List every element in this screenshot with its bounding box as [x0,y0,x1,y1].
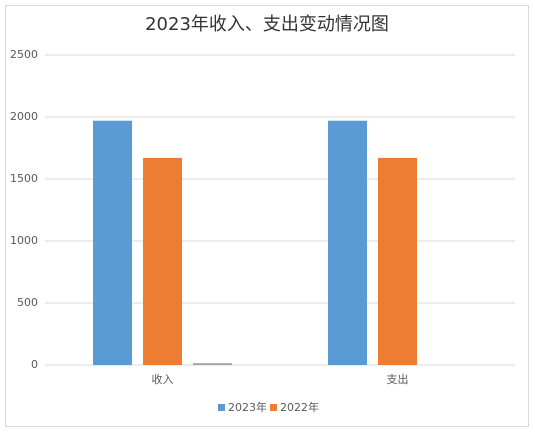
y-tick-label: 2000 [10,110,38,123]
y-tick-label: 1500 [10,172,38,185]
y-tick-label: 1000 [10,234,38,247]
y-tick-label: 2500 [10,48,38,61]
bar [378,157,417,365]
x-tick-label: 支出 [387,372,409,386]
bar [193,363,232,365]
chart-title: 2023年收入、支出变动情况图 [145,14,389,35]
bar [143,157,182,365]
y-tick-label: 500 [17,296,38,309]
bar [328,120,367,365]
legend-label: 2022年 [280,400,319,414]
legend-label: 2023年 [228,400,267,414]
legend-swatch [270,404,277,411]
x-tick-label: 收入 [152,372,174,386]
legend-swatch [218,404,225,411]
y-tick-label: 0 [31,358,38,371]
chart-border [5,5,529,427]
bar [93,120,132,365]
